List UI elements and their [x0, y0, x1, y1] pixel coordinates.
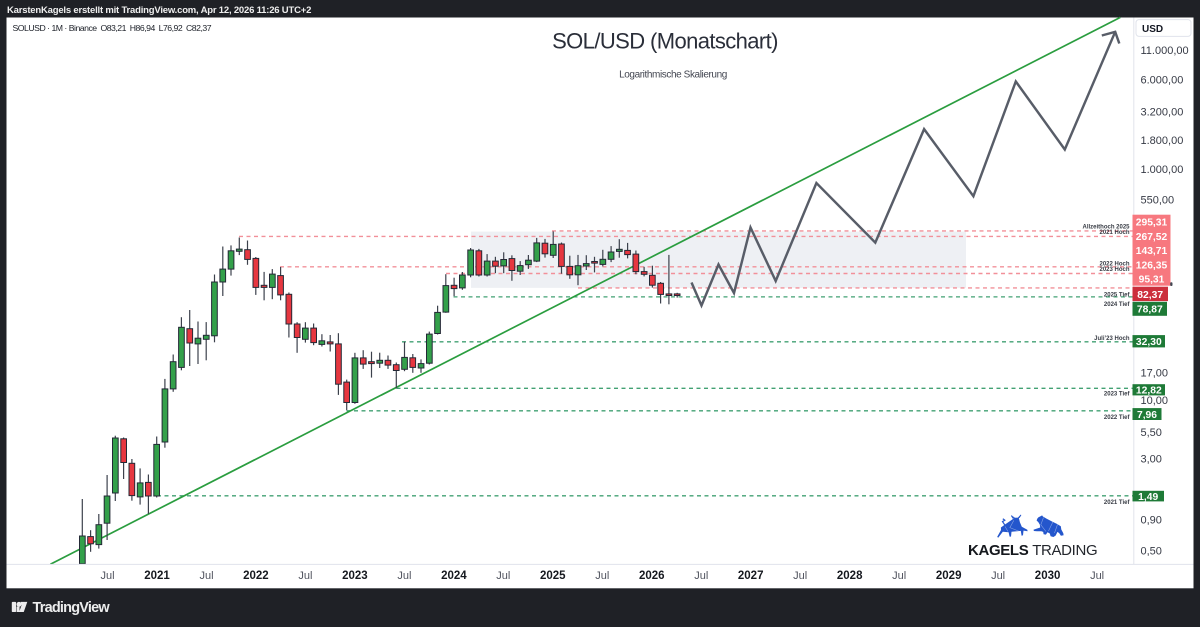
svg-text:Jul: Jul [298, 570, 312, 582]
svg-text:2024 Tief: 2024 Tief [1104, 302, 1131, 308]
svg-text:1,49: 1,49 [1138, 492, 1158, 503]
svg-text:2023: 2023 [342, 570, 368, 582]
svg-text:Jul: Jul [892, 570, 906, 582]
svg-text:267,52: 267,52 [1136, 232, 1168, 243]
svg-text:2021 Hoch: 2021 Hoch [1099, 230, 1129, 236]
svg-text:USD: USD [1142, 24, 1163, 35]
svg-text:78,87: 78,87 [1137, 305, 1163, 316]
svg-text:2022 Tief: 2022 Tief [1104, 415, 1131, 421]
svg-text:3.200,00: 3.200,00 [1141, 106, 1184, 118]
svg-text:2023 Hoch: 2023 Hoch [1099, 267, 1129, 273]
svg-text:2027: 2027 [738, 570, 764, 582]
svg-text:95,31: 95,31 [1139, 275, 1165, 286]
svg-text:17,00: 17,00 [1141, 368, 1169, 380]
svg-text:10,00: 10,00 [1141, 395, 1169, 407]
svg-text:126,35: 126,35 [1136, 260, 1168, 271]
svg-text:2025 Tief: 2025 Tief [1104, 293, 1131, 299]
svg-text:12,82: 12,82 [1136, 386, 1162, 397]
svg-text:SOLUSD · 1M · Binance O83,21: SOLUSD · 1M · Binance O83,21 H86,94 L76,… [13, 23, 212, 33]
svg-text:143,71: 143,71 [1136, 246, 1168, 257]
svg-text:82,37: 82,37 [1137, 290, 1163, 301]
svg-text:550,00: 550,00 [1141, 194, 1175, 206]
svg-text:2029: 2029 [936, 570, 962, 582]
svg-text:KarstenKagels erstellt mit Tra: KarstenKagels erstellt mit TradingView.c… [7, 5, 311, 16]
svg-text:Jul: Jul [199, 570, 213, 582]
svg-text:Jul: Jul [694, 570, 708, 582]
svg-text:Juli’23 Hoch: Juli’23 Hoch [1094, 336, 1130, 342]
svg-text:2024: 2024 [441, 570, 467, 582]
svg-text:2021 Tief: 2021 Tief [1104, 500, 1131, 506]
svg-text:KAGELS TRADING: KAGELS TRADING [968, 542, 1097, 559]
svg-text:1.800,00: 1.800,00 [1141, 135, 1184, 147]
svg-text:Logarithmische Skalierung: Logarithmische Skalierung [619, 70, 727, 81]
svg-text:Jul: Jul [991, 570, 1005, 582]
svg-text:1.000,00: 1.000,00 [1141, 164, 1184, 176]
svg-text:Jul: Jul [496, 570, 510, 582]
svg-text:3,00: 3,00 [1141, 454, 1162, 466]
svg-text:Jul: Jul [100, 570, 114, 582]
svg-text:Jul: Jul [793, 570, 807, 582]
svg-text:2030: 2030 [1035, 570, 1061, 582]
svg-text:Allzeithoch 2025: Allzeithoch 2025 [1082, 225, 1130, 231]
svg-text:Jul: Jul [595, 570, 609, 582]
svg-text:7,96: 7,96 [1137, 410, 1157, 421]
svg-text:2026: 2026 [639, 570, 665, 582]
svg-text:TradingView: TradingView [33, 600, 111, 616]
svg-text:2028: 2028 [837, 570, 863, 582]
svg-text:6.000,00: 6.000,00 [1141, 75, 1184, 87]
svg-text:2022: 2022 [243, 570, 269, 582]
svg-text:2022 Hoch: 2022 Hoch [1099, 262, 1129, 268]
svg-text:2021: 2021 [144, 570, 170, 582]
svg-text:32,30: 32,30 [1136, 337, 1162, 348]
svg-text:2025: 2025 [540, 570, 566, 582]
svg-text:0,50: 0,50 [1141, 545, 1162, 557]
svg-text:Jul: Jul [1090, 570, 1104, 582]
svg-text:Jul: Jul [397, 570, 411, 582]
svg-text:2023 Tief: 2023 Tief [1104, 392, 1131, 398]
svg-text:295,31: 295,31 [1136, 218, 1168, 229]
svg-text:11.000,00: 11.000,00 [1141, 45, 1189, 57]
svg-text:5,50: 5,50 [1141, 427, 1162, 439]
svg-text:SOL/USD (Monatschart): SOL/USD (Monatschart) [552, 29, 778, 54]
svg-text:0,90: 0,90 [1141, 514, 1162, 526]
